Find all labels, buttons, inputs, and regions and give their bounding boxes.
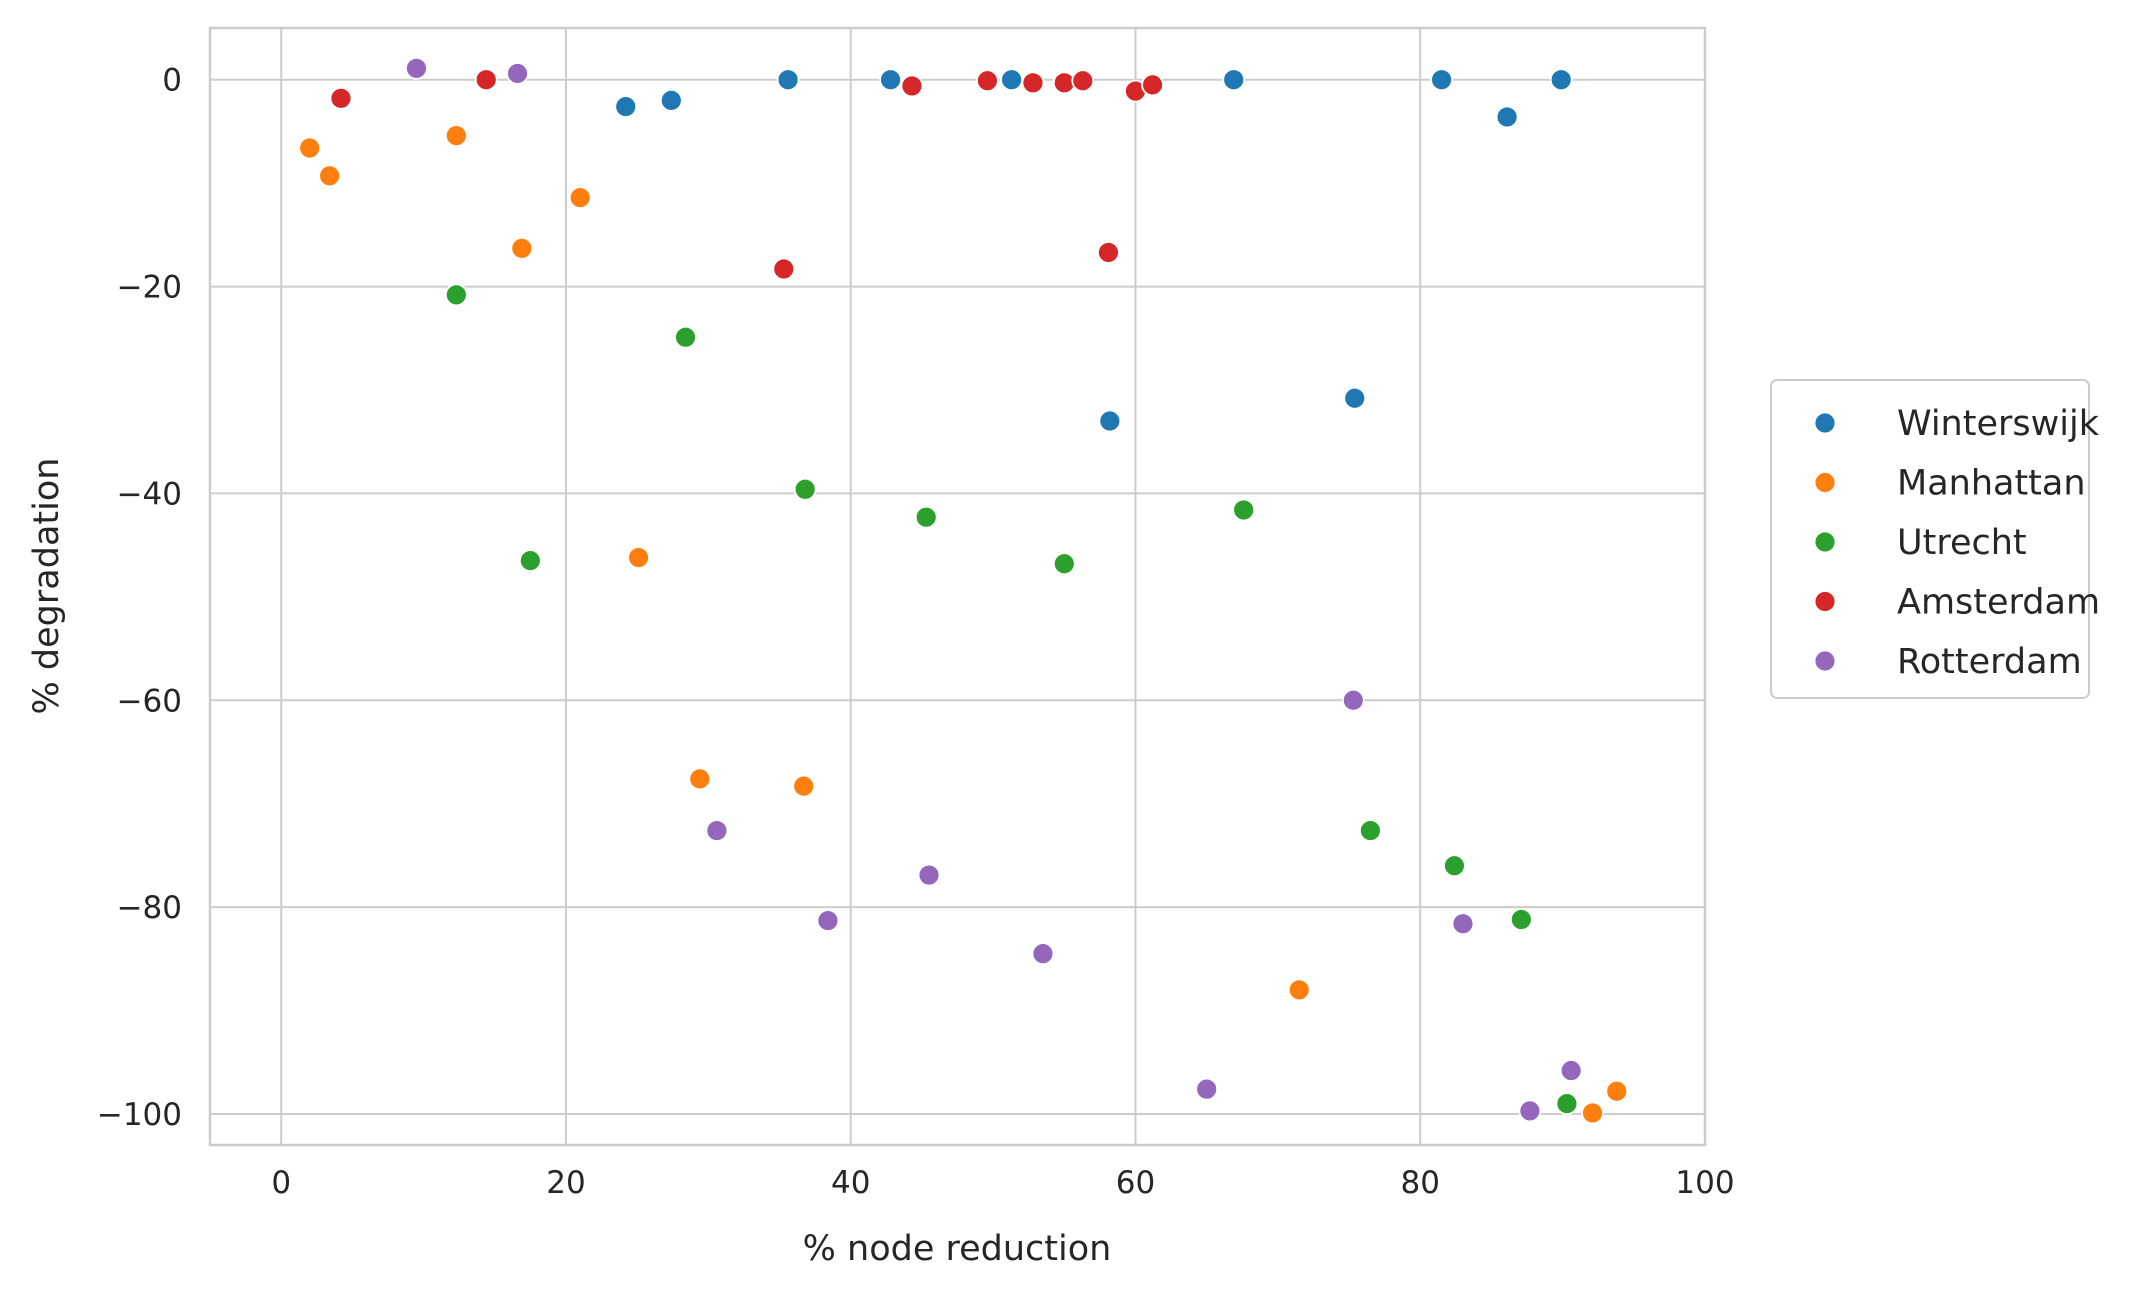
data-point: [1581, 1101, 1604, 1125]
data-point: [879, 68, 902, 92]
legend-marker: [1813, 590, 1837, 613]
data-point: [627, 546, 650, 569]
data-point: [688, 767, 712, 791]
data-point: [1559, 1059, 1583, 1082]
y-tick-label: 0: [162, 63, 182, 99]
legend-marker: [1813, 530, 1837, 554]
data-point: [1555, 1092, 1579, 1116]
y-tick-label: −40: [117, 476, 182, 512]
data-point: [1031, 942, 1055, 966]
series-rotterdam: [405, 56, 1583, 1123]
y-tick-label: −20: [117, 270, 182, 306]
data-point: [1098, 409, 1122, 433]
data-point: [705, 819, 729, 842]
data-point: [659, 88, 683, 112]
legend-label: Winterswijk: [1897, 404, 2100, 444]
data-point: [1287, 978, 1311, 1002]
data-point: [1000, 68, 1024, 92]
x-tick-label: 0: [271, 1165, 291, 1201]
data-points: [298, 56, 1629, 1125]
x-tick-label: 80: [1401, 1165, 1440, 1201]
data-point: [518, 549, 542, 573]
data-point: [917, 863, 941, 887]
data-point: [772, 257, 796, 281]
data-point: [1141, 73, 1164, 97]
data-point: [900, 74, 924, 98]
data-point: [1021, 71, 1045, 95]
data-point: [914, 505, 938, 529]
data-point: [1430, 68, 1453, 92]
data-point: [444, 124, 468, 147]
data-point: [1509, 908, 1533, 931]
grid-lines: [210, 28, 1706, 1145]
data-point: [506, 62, 529, 85]
data-point: [405, 56, 428, 80]
legend-label: Rotterdam: [1897, 642, 2082, 682]
data-point: [318, 164, 342, 188]
data-point: [568, 186, 592, 210]
legend-marker: [1813, 411, 1837, 435]
data-point: [1232, 498, 1256, 522]
series-amsterdam: [329, 68, 1164, 281]
data-point: [510, 236, 534, 260]
x-tick-label: 60: [1116, 1165, 1155, 1201]
data-point: [614, 95, 638, 119]
data-point: [1052, 552, 1076, 576]
data-point: [1195, 1077, 1219, 1101]
data-point: [1443, 854, 1466, 878]
series-manhattan: [298, 124, 1629, 1125]
y-tick-labels: 0 −20 −40 −60 −80 −100: [97, 63, 182, 1133]
data-point: [1343, 386, 1367, 410]
x-tick-label: 40: [831, 1165, 870, 1201]
legend: Winterswijk Manhattan Utrecht Amsterdam Rott…: [1770, 379, 2100, 699]
data-point: [1518, 1099, 1542, 1123]
data-point: [329, 86, 353, 110]
data-point: [298, 136, 322, 160]
legend-marker: [1813, 471, 1837, 494]
data-point: [1097, 241, 1120, 264]
x-axis-label: % node reduction: [803, 1229, 1112, 1269]
legend-label: Utrecht: [1897, 523, 2027, 563]
data-point: [976, 69, 999, 93]
y-axis-label: % degradation: [27, 458, 67, 715]
x-tick-label: 20: [546, 1165, 585, 1201]
data-point: [1605, 1079, 1629, 1103]
x-tick-labels: 0 20 40 60 80 100: [271, 1165, 1734, 1201]
data-point: [474, 68, 498, 92]
y-tick-label: −100: [97, 1097, 182, 1133]
data-point: [793, 477, 817, 501]
plot-frame: [208, 26, 1707, 1147]
legend-label: Manhattan: [1897, 464, 2086, 504]
data-point: [816, 909, 840, 932]
series-utrecht: [444, 283, 1579, 1116]
y-tick-label: −80: [117, 890, 182, 926]
data-point: [1341, 688, 1365, 712]
data-point: [1071, 69, 1095, 93]
data-point: [1222, 68, 1246, 92]
legend-label: Amsterdam: [1897, 583, 2100, 623]
data-point: [444, 283, 468, 307]
x-tick-label: 100: [1675, 1165, 1734, 1201]
data-point: [776, 68, 800, 92]
data-point: [1549, 68, 1573, 92]
data-point: [1359, 819, 1382, 842]
series-winterswijk: [614, 68, 1573, 433]
legend-marker: [1813, 649, 1837, 673]
data-point: [1495, 105, 1519, 129]
data-point: [792, 774, 816, 798]
y-tick-label: −60: [117, 683, 182, 719]
data-point: [1451, 912, 1475, 936]
legend-box: [1770, 379, 2090, 699]
data-point: [674, 325, 697, 349]
